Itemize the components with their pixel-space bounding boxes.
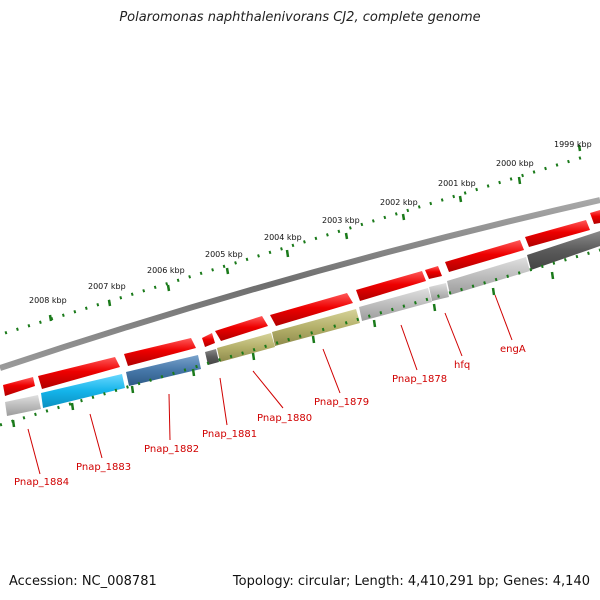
scale-label-2007: 2007 kbp [88,282,126,291]
feature-bar-gray-right[interactable] [447,257,530,295]
gene-arrow-hfq[interactable] [425,266,442,279]
gene-arrow-next-2[interactable] [590,210,600,224]
feature-bar-cyan[interactable] [41,374,125,408]
scale-label-2008: 2008 kbp [29,296,67,305]
gene-arrow-pnap1884[interactable] [3,377,35,396]
scale-label-2001: 2001 kbp [438,179,476,188]
scale-major-ticks [48,144,582,322]
inner-ruler [0,248,600,428]
gene-arrow-pnap1879[interactable] [270,293,353,326]
scale-label-1999: 1999 kbp [554,140,592,149]
gene-label-pnap1882[interactable]: Pnap_1882 [144,444,199,455]
feature-bar-blue[interactable] [126,355,201,386]
feature-bar-gray-mid[interactable] [359,288,432,321]
scale-label-2003: 2003 kbp [322,216,360,225]
gene-arrow-pnap1878[interactable] [356,271,426,301]
feature-bar-dark-right[interactable] [527,231,600,270]
gene-label-pnap1878[interactable]: Pnap_1878 [392,374,447,385]
genome-summary-label: Topology: circular; Length: 4,410,291 bp… [232,574,590,589]
gene-label-pnap1879[interactable]: Pnap_1879 [314,397,369,408]
feature-bar-dark-small[interactable] [205,349,219,365]
gene-label-enga[interactable]: engA [500,344,526,355]
gene-arrow-pnap1883[interactable] [38,357,120,389]
feature-bar-olive-2[interactable] [272,309,360,346]
scale-minor-ticks [4,153,591,335]
scale-label-2000: 2000 kbp [496,159,534,168]
feature-bar-gray-small[interactable] [429,283,449,301]
accession-label: Accession: NC_008781 [9,574,157,589]
label-leader-lines [27,294,513,475]
gene-arrow-enga[interactable] [445,240,524,272]
gene-label-pnap1884[interactable]: Pnap_1884 [14,477,69,488]
gene-arrow-pnap1882[interactable] [124,338,196,366]
forward-strand-genes [3,210,600,396]
gene-arrow-pnap1881[interactable] [202,333,215,347]
gene-label-pnap1883[interactable]: Pnap_1883 [76,462,131,473]
inner-major-ticks [11,271,555,428]
gene-label-hfq[interactable]: hfq [454,360,470,371]
genome-backbone [0,197,600,371]
feature-bar-gray-left[interactable] [5,395,41,416]
gene-label-pnap1880[interactable]: Pnap_1880 [257,413,312,424]
scale-label-2004: 2004 kbp [264,233,302,242]
inner-minor-ticks [0,248,600,427]
gene-label-pnap1881[interactable]: Pnap_1881 [202,429,257,440]
scale-label-2002: 2002 kbp [380,198,418,207]
gene-arrow-pnap1880[interactable] [215,316,268,341]
feature-track [5,231,600,416]
scale-label-2006: 2006 kbp [147,266,185,275]
gene-arrow-next-1[interactable] [525,220,590,247]
scale-ruler: 1999 kbp 2000 kbp 2001 kbp 2002 kbp 2003… [4,140,592,335]
scale-label-2005: 2005 kbp [205,250,243,259]
map-title: Polaromonas naphthalenivorans CJ2, compl… [119,10,481,25]
